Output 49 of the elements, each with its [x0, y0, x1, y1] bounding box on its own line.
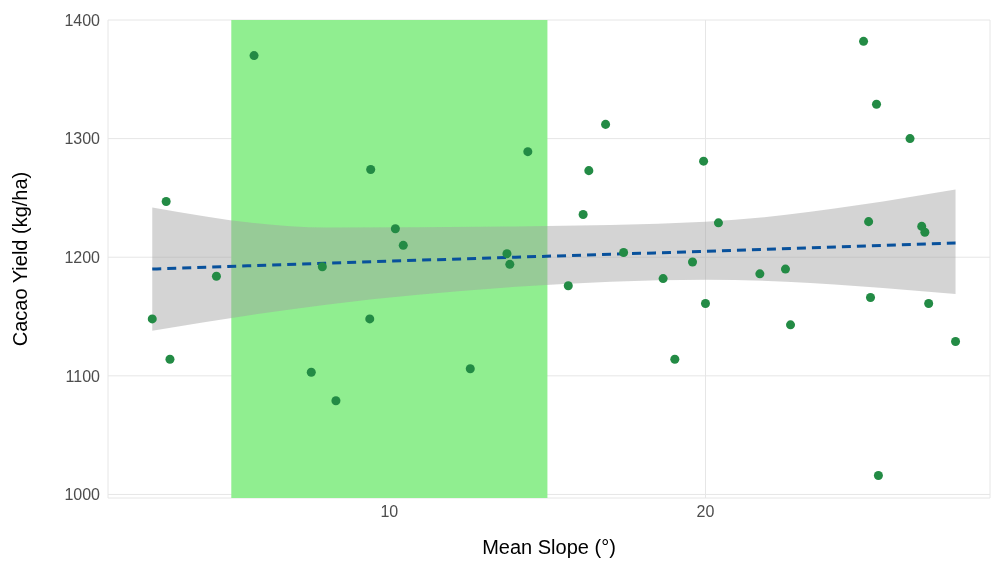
point [465, 364, 475, 374]
point [317, 262, 327, 272]
point [365, 314, 375, 324]
point [161, 196, 171, 206]
point [505, 259, 515, 269]
point [859, 36, 869, 46]
point [920, 227, 930, 237]
point [578, 210, 588, 220]
point [865, 293, 876, 303]
point [147, 314, 157, 324]
point [713, 218, 723, 228]
point [523, 147, 533, 157]
point [390, 224, 400, 234]
point [366, 164, 376, 174]
point [398, 240, 408, 250]
y-axis-title: Cacao Yield (kg/ha) [9, 171, 32, 347]
y-tick-label: 1000 [64, 486, 101, 504]
point [502, 249, 512, 259]
line-series [150, 241, 958, 271]
y-tick-label: 1300 [64, 130, 101, 148]
point [905, 134, 915, 144]
point [755, 269, 765, 279]
point [563, 281, 573, 291]
point [249, 51, 259, 61]
point [584, 166, 594, 176]
point [601, 119, 611, 129]
x-tick-label: 10 [380, 503, 399, 521]
point [211, 271, 221, 281]
y-tick-label: 1100 [65, 367, 101, 385]
y-tick-label: 1400 [64, 11, 101, 29]
point [786, 320, 796, 330]
point [873, 470, 883, 480]
y-tick-label: 1200 [64, 248, 101, 266]
point [165, 354, 175, 364]
point [872, 99, 882, 109]
point [924, 298, 934, 308]
point [670, 354, 680, 364]
point [700, 298, 710, 308]
point [699, 156, 709, 166]
point [658, 274, 668, 284]
point [688, 257, 698, 267]
point [780, 264, 790, 274]
point [306, 367, 316, 377]
x-axis-title: Mean Slope (°) [482, 536, 616, 558]
point [951, 336, 961, 346]
point [619, 247, 629, 257]
x-tick-label: 20 [696, 503, 715, 521]
point [331, 396, 341, 406]
point [864, 217, 874, 227]
